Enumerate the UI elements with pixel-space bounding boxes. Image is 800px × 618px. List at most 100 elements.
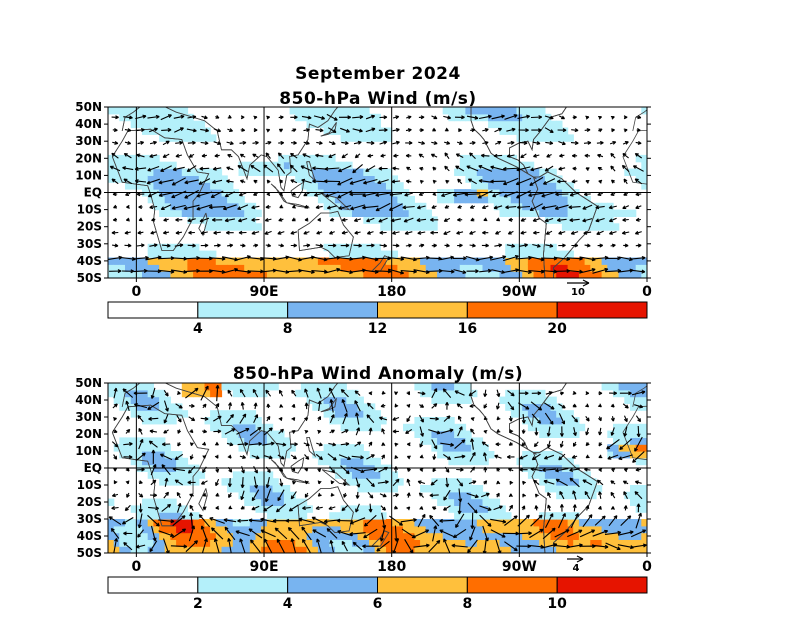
shade-cell [369,243,376,252]
shade-cell [244,383,251,391]
shade-cell [595,271,603,278]
shade-cell [153,546,160,553]
shade-cell [374,532,381,540]
shade-cell [578,271,586,278]
wind-arrow [312,179,327,184]
shade-cell [454,396,461,404]
wind-arrow [174,453,184,461]
shade-cell [147,512,154,520]
shade-cell [561,430,569,438]
shade-cell [187,264,194,272]
shade-cell [346,417,353,425]
shade-cell [119,264,126,272]
shade-cell [147,154,154,163]
shade-cell [442,271,449,278]
wind-arrow [519,467,528,472]
shade-cell [635,546,642,553]
wind-arrow [494,127,503,133]
shade-cell [142,532,149,540]
wind-arrow [226,141,234,146]
shade-cell [346,257,353,265]
shade-cell [249,223,257,231]
shade-cell [442,396,449,404]
shade-cell [448,505,455,513]
shade-cell [147,168,154,176]
wind-arrow [187,218,196,223]
wind-arrow [160,165,172,172]
wind-arrow [394,525,399,542]
shade-cell [329,396,336,404]
shade-cell [386,532,393,540]
shade-cell [590,216,597,224]
shade-cell [476,444,484,452]
wind-arrow [439,529,455,538]
wind-arrow [188,230,195,235]
shade-cell [556,175,563,183]
wind-arrow [419,454,424,459]
shade-cell [181,264,189,272]
shade-cell [329,410,336,418]
shade-cell [130,120,137,129]
shade-cell [357,451,364,459]
shade-cell [181,257,189,265]
shade-cell [255,525,262,534]
wind-arrow [457,217,463,222]
shade-cell [329,444,336,452]
wind-arrow [351,455,364,460]
shade-cell [232,389,240,398]
shade-cell [414,423,421,432]
wind-arrow [158,179,174,185]
shade-cell [522,264,529,272]
wind-arrow [249,426,262,436]
shade-cell [624,209,631,217]
shade-cell [567,478,574,486]
wind-arrow [175,153,183,158]
wind-arrow [519,454,528,460]
shade-cell [527,457,535,466]
y-tick-label: 30N [75,410,102,424]
shade-cell [499,182,506,190]
shade-cell [340,182,347,190]
shade-cell [346,243,353,252]
shade-cell [312,546,319,553]
shade-cell [164,512,171,520]
shade-cell [176,182,183,190]
shade-cell [641,457,647,466]
wind-arrow [366,477,375,488]
shade-cell [374,195,381,204]
shade-cell [595,202,603,211]
shade-cell [505,271,512,278]
shade-cell [613,257,620,265]
wind-arrow [468,390,477,397]
shade-cell [238,202,245,211]
shade-cell [215,271,223,278]
shade-cell [227,437,234,445]
shade-cell [624,539,631,547]
shade-cell [176,512,183,520]
coastline [632,385,647,407]
wind-arrow [619,391,632,396]
shade-cell [590,271,597,278]
wind-arrow [161,442,171,447]
wind-arrow [432,467,437,473]
shade-cell [510,271,518,278]
shade-cell [510,539,518,547]
wind-arrow [596,140,604,145]
wind-arrow [338,204,352,210]
shade-cell [159,182,166,190]
shade-cell [244,444,251,452]
coastline [121,107,339,192]
shade-cell [397,195,404,204]
coastline [290,457,305,474]
shade-cell [193,175,200,183]
shade-cell [142,127,149,135]
shade-cell [283,512,291,520]
shade-cell [334,389,342,398]
shade-cell [170,498,177,506]
shade-cell [289,264,296,272]
wind-arrow [303,442,310,447]
shade-cell [323,182,330,190]
shade-cell [448,498,455,506]
shade-cell [369,182,376,190]
shade-cell [227,209,234,217]
